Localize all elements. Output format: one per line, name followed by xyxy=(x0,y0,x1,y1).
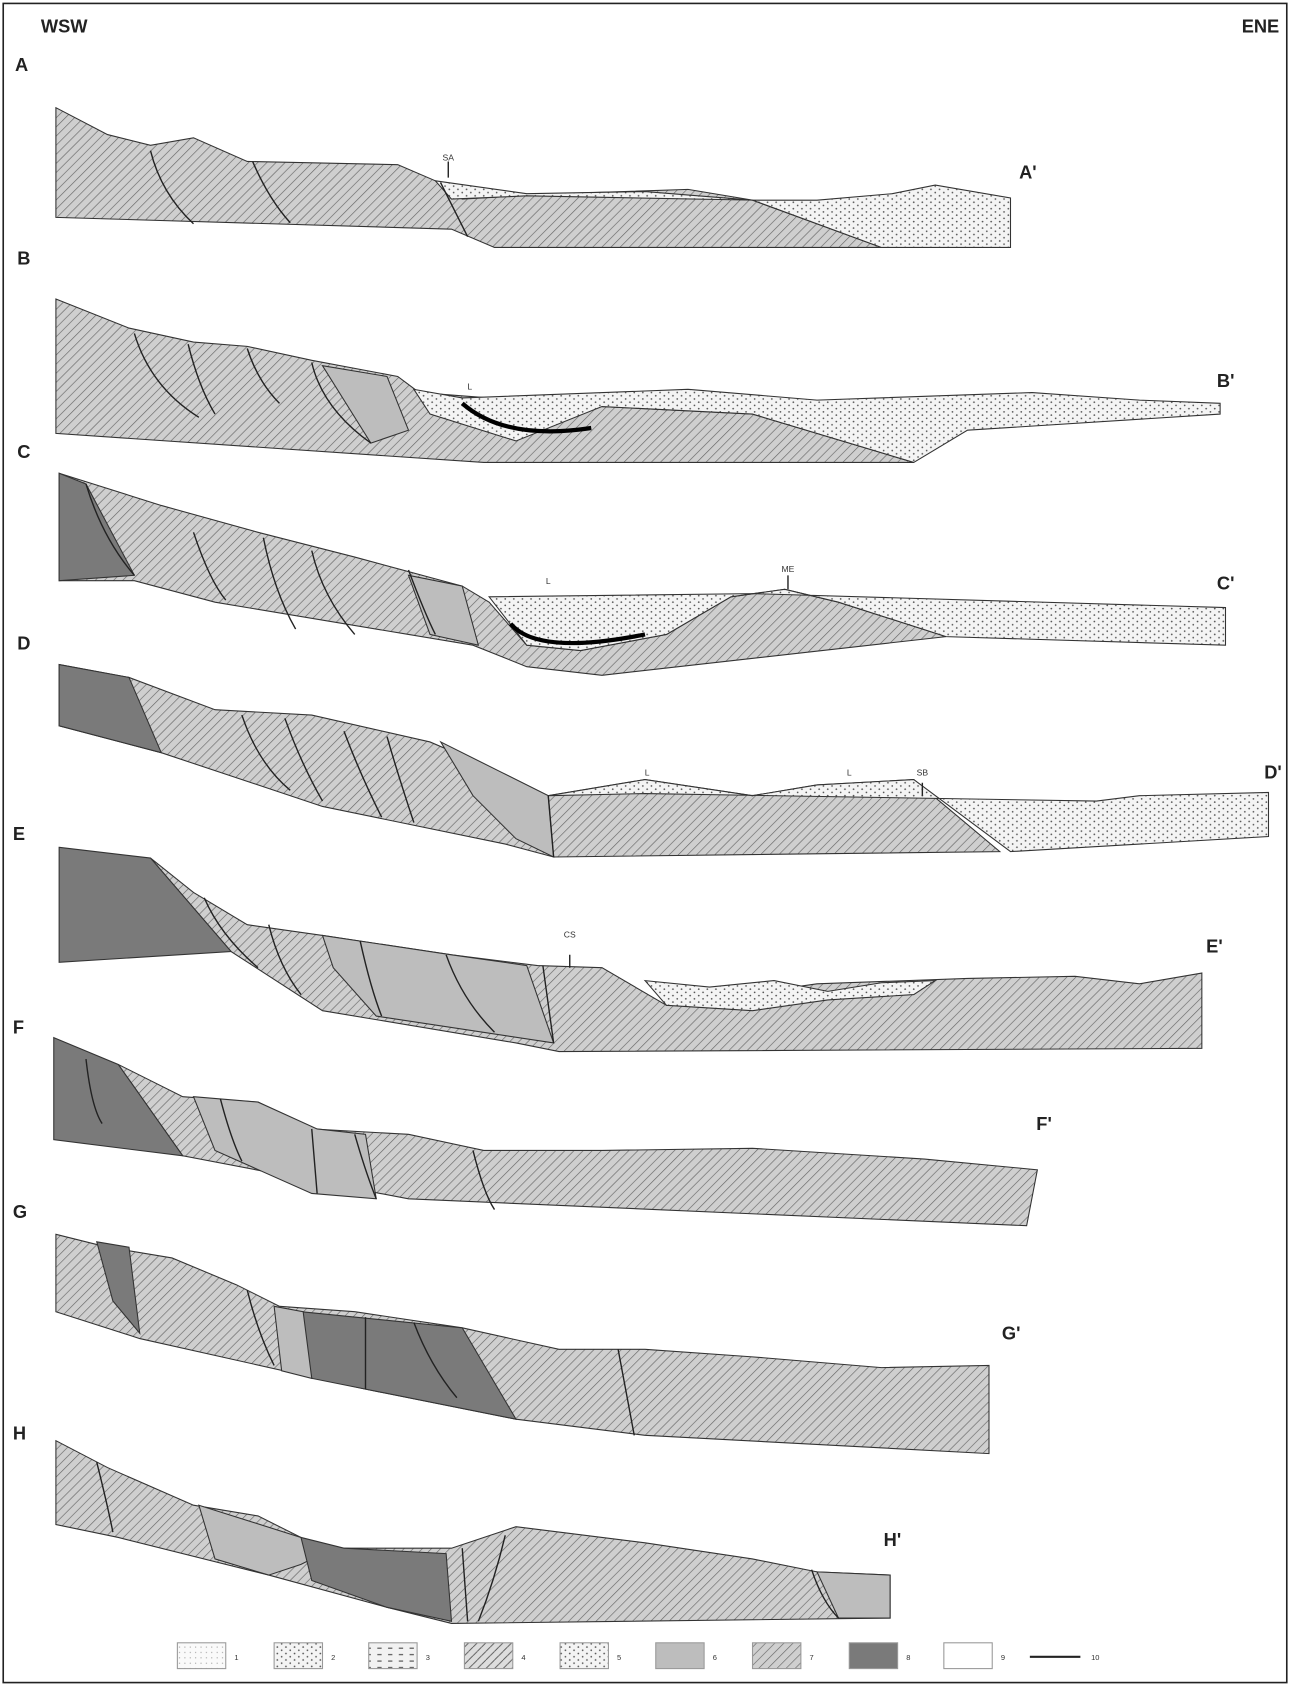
legend-swatch xyxy=(849,1643,897,1669)
section-label: H xyxy=(13,1423,26,1444)
legend-swatch xyxy=(369,1643,417,1669)
section-label: A xyxy=(15,54,28,75)
feature-label: L xyxy=(467,381,472,391)
legend-label: 10 xyxy=(1091,1653,1099,1662)
section-label: B xyxy=(17,248,30,269)
legend-label: 4 xyxy=(521,1653,525,1662)
legend-swatch xyxy=(656,1643,704,1669)
legend-label: 6 xyxy=(713,1653,717,1662)
cross-sections: WSW ENE A A' SA B B' L C C' L ME D D' L L SB E E' CS F F' G G' H… xyxy=(0,0,1290,1686)
section-label: D' xyxy=(1264,762,1282,783)
feature-label: SA xyxy=(443,152,455,162)
legend-label: 1 xyxy=(234,1653,238,1662)
page: {"orientation":{"left":"WSW","right":"EN… xyxy=(0,0,1290,1686)
legend-label: 3 xyxy=(426,1653,430,1662)
legend-swatch xyxy=(177,1643,225,1669)
feature-label: L xyxy=(546,576,551,586)
section-label: F xyxy=(13,1016,24,1037)
feature-label: SB xyxy=(917,767,929,777)
section-label: H' xyxy=(884,1529,902,1550)
section-label: B' xyxy=(1217,370,1235,391)
feature-label: L xyxy=(645,767,650,777)
section-label: D xyxy=(17,633,30,654)
legend-swatch xyxy=(464,1643,512,1669)
legend-label: 9 xyxy=(1001,1653,1005,1662)
section-label: E' xyxy=(1206,936,1223,957)
legend-swatch xyxy=(753,1643,801,1669)
feature-label: ME xyxy=(782,564,795,574)
section-label: E xyxy=(13,823,25,844)
section-label: A' xyxy=(1019,162,1037,183)
legend-label: 5 xyxy=(617,1653,621,1662)
section-label: G' xyxy=(1002,1323,1021,1344)
section-label: ENE xyxy=(1242,15,1280,36)
section-label: G xyxy=(13,1201,27,1222)
section-label: C' xyxy=(1217,572,1235,593)
section-label: C xyxy=(17,441,30,462)
feature-label: CS xyxy=(564,930,576,940)
legend-label: 2 xyxy=(331,1653,335,1662)
section-label: F' xyxy=(1036,1113,1052,1134)
legend-swatch xyxy=(274,1643,322,1669)
feature-label: L xyxy=(847,767,852,777)
legend-swatch xyxy=(560,1643,608,1669)
legend-label: 8 xyxy=(906,1653,910,1662)
legend-label: 7 xyxy=(809,1653,813,1662)
section-label: WSW xyxy=(41,15,88,36)
legend-swatch xyxy=(944,1643,992,1669)
